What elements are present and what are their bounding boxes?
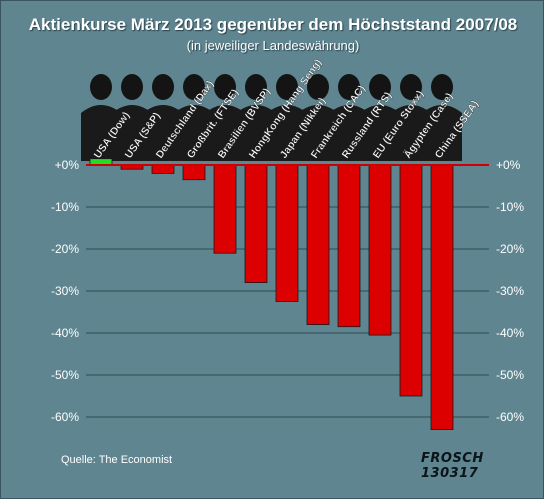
y-tick-label-left: -30% (51, 284, 79, 298)
y-tick-label-right: -30% (496, 284, 524, 298)
y-tick-label-left: -40% (51, 326, 79, 340)
figure-head (152, 74, 174, 100)
y-tick-label-left: -10% (51, 200, 79, 214)
figure-head (307, 74, 329, 100)
artist-signature: FROSCH 130317 (421, 451, 484, 481)
bar (182, 164, 206, 181)
chart-subtitle: (in jeweiliger Landeswährung) (186, 38, 360, 53)
figure-body (360, 105, 400, 161)
y-tick-label-right: -20% (496, 242, 524, 256)
figure-body (174, 105, 214, 161)
bar (151, 164, 175, 174)
y-tick-label-right: -50% (496, 368, 524, 382)
bar (368, 164, 392, 336)
chart-title: Aktienkurse März 2013 gegenüber dem Höch… (28, 15, 518, 34)
figure-head (90, 74, 112, 100)
y-tick-label-right: +0% (496, 158, 521, 172)
bar (430, 164, 454, 431)
figure-head (214, 74, 236, 100)
bar (306, 164, 330, 326)
y-tick-label-right: -60% (496, 410, 524, 424)
figure-body (329, 105, 369, 161)
figure-body (81, 105, 121, 161)
figure-body (205, 105, 245, 161)
figure-head (400, 74, 422, 100)
figure-body (422, 105, 462, 161)
figure-head (431, 74, 453, 100)
figure-body (391, 105, 431, 161)
y-tick-label-left: +0% (55, 158, 80, 172)
y-tick-label-right: -10% (496, 200, 524, 214)
figure-head (276, 74, 298, 100)
bar (399, 164, 423, 397)
source-note: Quelle: The Economist (61, 454, 173, 466)
bar (244, 164, 268, 283)
figure-body (267, 105, 307, 161)
bar (275, 164, 299, 302)
y-tick-label-left: -20% (51, 242, 79, 256)
figure-head (121, 74, 143, 100)
bar (213, 164, 237, 254)
crowd-silhouettes (81, 74, 462, 161)
figure-body (143, 105, 183, 161)
figure-head (369, 74, 391, 100)
figure-body (298, 105, 338, 161)
y-tick-label-right: -40% (496, 326, 524, 340)
figure-body (236, 105, 276, 161)
y-tick-label-left: -60% (51, 410, 79, 424)
bar (337, 164, 361, 328)
figure-head (338, 74, 360, 100)
figure-head (245, 74, 267, 100)
figure-head (183, 74, 205, 100)
y-tick-label-left: -50% (51, 368, 79, 382)
figure-body (112, 105, 152, 161)
